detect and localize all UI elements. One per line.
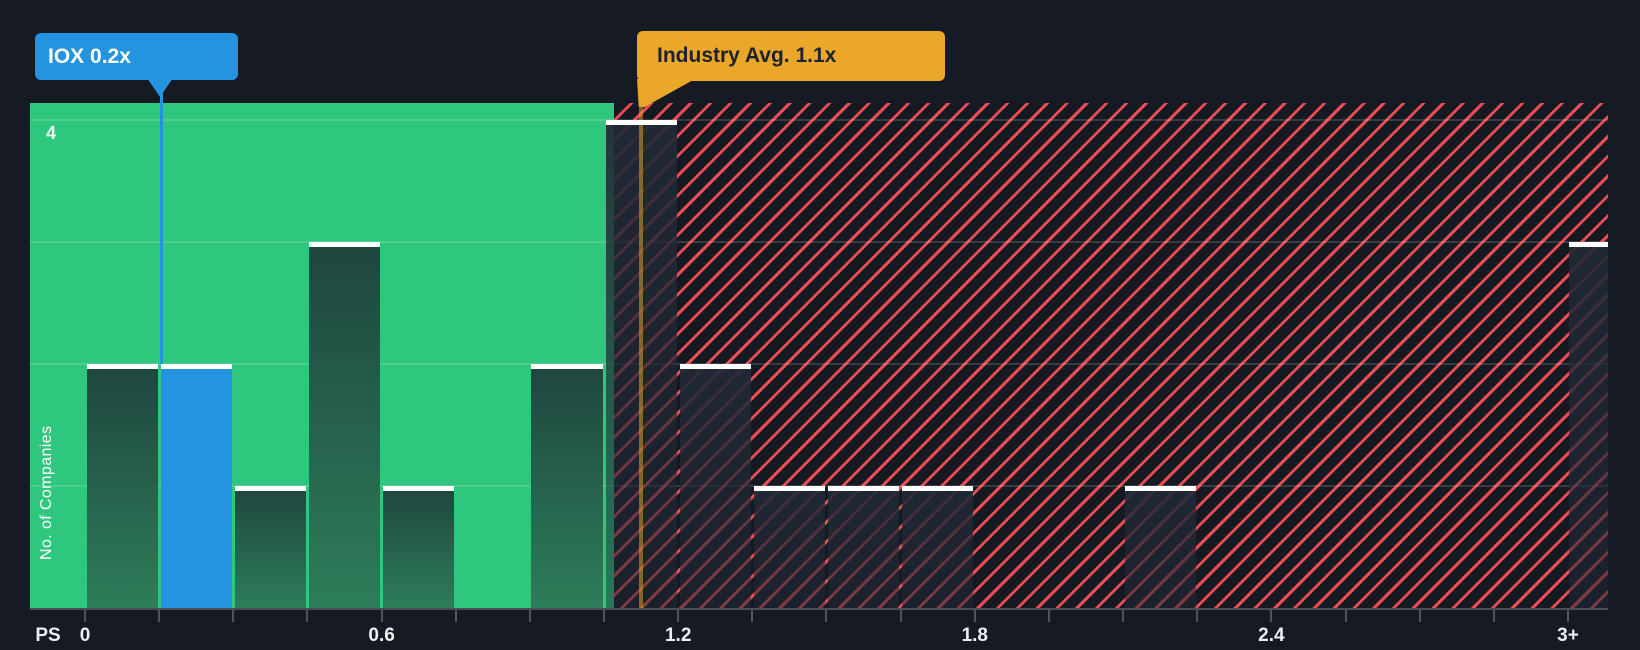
histogram-bar[interactable]: [383, 486, 455, 608]
x-axis-tick: [380, 610, 383, 622]
histogram-bar[interactable]: [753, 486, 825, 608]
histogram-bar[interactable]: [308, 242, 381, 608]
bar-top-highlight: [531, 364, 603, 369]
histogram-bar[interactable]: [1569, 242, 1608, 608]
x-axis-tick: [677, 610, 680, 622]
x-axis-tick: [454, 610, 457, 622]
x-axis-tick: [1122, 610, 1125, 622]
x-axis-tick-label: 2.4: [1258, 625, 1285, 646]
x-axis-tick: [158, 610, 161, 622]
histogram-bar[interactable]: [1124, 486, 1196, 608]
x-axis-tick: [306, 610, 309, 622]
x-axis-tick: [899, 610, 902, 622]
x-axis-tick: [1196, 610, 1199, 622]
company-marker-tooltip[interactable]: IOX 0.2x: [35, 33, 238, 97]
histogram-bar[interactable]: [86, 364, 158, 608]
x-axis-tick: [232, 610, 235, 622]
x-axis-title: PS: [35, 625, 61, 646]
x-axis-tick: [1270, 610, 1273, 622]
bar-top-highlight: [605, 120, 677, 125]
bar-top-highlight: [383, 486, 455, 491]
industry-average-line: [638, 103, 643, 608]
y-axis-tick-label: 4: [46, 123, 57, 143]
x-axis-tick: [1418, 610, 1421, 622]
histogram-bar[interactable]: [902, 486, 974, 608]
gridline: [30, 119, 1608, 121]
histogram-bar[interactable]: [531, 364, 603, 608]
bar-top-highlight: [902, 486, 974, 491]
x-axis-tick: [528, 610, 531, 622]
bar-top-highlight: [234, 486, 306, 491]
histogram-bar[interactable]: [679, 364, 751, 608]
bar-top-highlight: [679, 364, 751, 369]
company-marker-label: IOX 0.2x: [48, 45, 131, 68]
y-axis-title: No. of Companies: [38, 425, 55, 561]
x-axis-tick: [1566, 610, 1569, 622]
x-axis-tick-label: 0.6: [368, 625, 395, 646]
x-axis-tick: [603, 610, 606, 622]
bar-top-highlight: [1124, 486, 1196, 491]
bar-top-highlight: [1569, 242, 1608, 247]
gridline: [30, 241, 1608, 243]
tooltip-pointer-icon: [147, 78, 173, 97]
company-marker-line: [159, 78, 163, 364]
zone-above-industry-avg: [614, 103, 1608, 608]
x-axis-tick: [1492, 610, 1495, 622]
x-axis-tick: [84, 610, 86, 622]
x-axis-tick-label: 1.2: [664, 625, 692, 646]
industry-average-tooltip[interactable]: Industry Avg. 1.1x: [637, 31, 945, 107]
histogram-bar[interactable]: [827, 486, 900, 608]
x-axis-tick: [1344, 610, 1347, 622]
bar-top-highlight: [308, 242, 381, 247]
x-axis-tick: [825, 610, 828, 622]
x-axis-tick-label: 1.8: [961, 625, 988, 646]
gridline: [30, 363, 1608, 365]
x-axis-tick-label: 3+: [1557, 625, 1579, 646]
x-axis-line: [30, 608, 1608, 610]
bar-top-highlight: [160, 364, 232, 369]
x-axis-tick: [751, 610, 754, 622]
histogram-bar[interactable]: [234, 486, 306, 608]
x-axis-tick: [973, 610, 976, 622]
bar-top-highlight: [86, 364, 158, 369]
x-axis-tick-label: 0: [79, 625, 91, 646]
bar-top-highlight: [753, 486, 825, 491]
x-axis-tick: [1047, 610, 1050, 622]
bar-top-highlight: [827, 486, 900, 491]
histogram-bar[interactable]: [160, 364, 232, 608]
industry-average-label: Industry Avg. 1.1x: [657, 44, 837, 67]
